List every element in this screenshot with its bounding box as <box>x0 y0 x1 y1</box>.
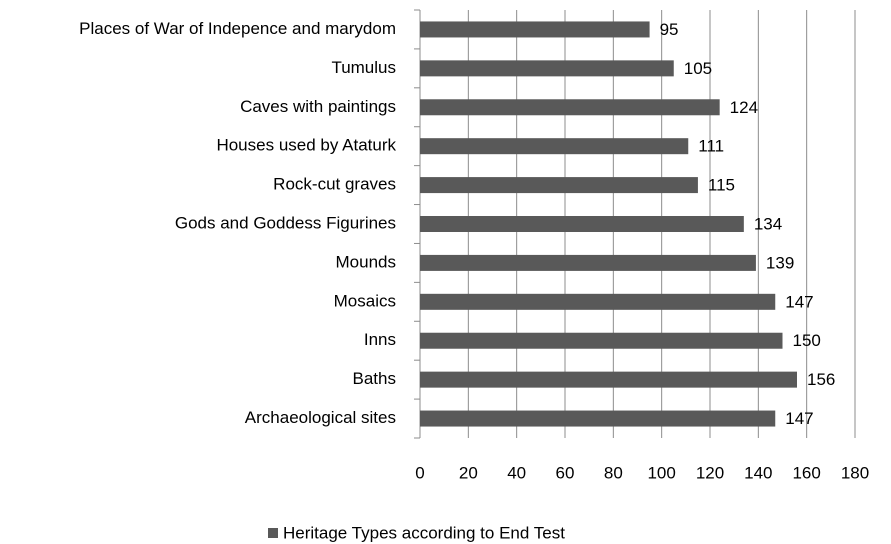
legend-swatch <box>268 528 278 538</box>
data-label: 105 <box>684 59 712 78</box>
x-tick-label: 80 <box>604 463 623 482</box>
y-tick-label: Mosaics <box>334 291 396 310</box>
data-label: 111 <box>698 137 724 156</box>
x-tick-label: 160 <box>792 463 820 482</box>
bar <box>420 60 674 77</box>
y-tick-label: Caves with paintings <box>240 97 396 116</box>
y-tick-label: Houses used by Ataturk <box>216 136 396 155</box>
x-tick-label: 120 <box>696 463 724 482</box>
data-label: 115 <box>708 176 735 195</box>
x-tick-label: 40 <box>507 463 526 482</box>
data-label: 134 <box>754 214 782 233</box>
bar <box>420 216 744 232</box>
bar <box>420 332 783 349</box>
data-label: 147 <box>785 409 813 428</box>
data-label: 139 <box>766 253 794 272</box>
y-tick-label: Archaeological sites <box>245 408 396 427</box>
x-tick-label: 180 <box>841 463 869 482</box>
x-tick-label: 100 <box>647 463 675 482</box>
bar <box>420 21 650 38</box>
x-tick-label: 20 <box>459 463 478 482</box>
bar <box>420 293 776 310</box>
bar <box>420 99 720 116</box>
bar <box>420 410 776 427</box>
data-label: 156 <box>807 370 835 389</box>
data-label: 150 <box>793 331 821 350</box>
y-tick-label: Rock-cut graves <box>273 175 396 194</box>
legend-label: Heritage Types according to End Test <box>283 523 565 542</box>
data-label: 95 <box>660 20 679 39</box>
x-tick-label: 0 <box>415 463 424 482</box>
data-label: 147 <box>785 292 813 311</box>
bar <box>420 138 689 155</box>
bar <box>420 254 756 271</box>
bar <box>420 371 797 388</box>
data-label: 124 <box>730 98 758 117</box>
y-tick-label: Mounds <box>336 252 396 271</box>
y-tick-label: Inns <box>364 330 396 349</box>
y-tick-label: Tumulus <box>331 58 396 77</box>
y-tick-label: Gods and Goddess Figurines <box>175 213 396 232</box>
y-tick-label: Places of War of Indepence and marydom <box>79 19 396 38</box>
y-tick-label: Baths <box>353 369 396 388</box>
x-tick-label: 140 <box>744 463 772 482</box>
bar <box>420 177 698 194</box>
x-tick-label: 60 <box>556 463 575 482</box>
